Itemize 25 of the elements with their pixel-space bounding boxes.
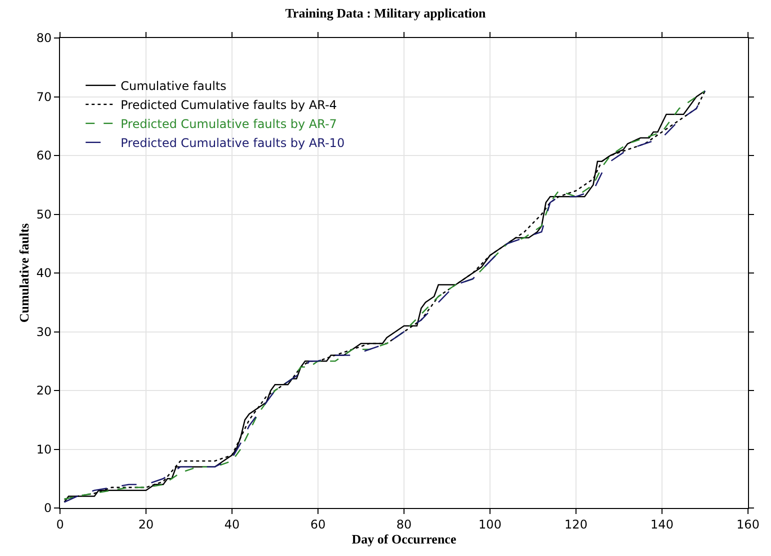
y-tick-label: 60 (36, 148, 52, 163)
y-axis-title: Cumulative faults (16, 223, 32, 323)
legend-label: Predicted Cumulative faults by AR-10 (120, 136, 345, 150)
y-tick-label: 20 (36, 384, 52, 398)
y-tick-label: 70 (36, 90, 52, 104)
x-tick-label: 60 (310, 517, 326, 532)
y-tick-label: 0 (44, 501, 52, 516)
x-tick-label: 0 (56, 517, 64, 532)
legend-label: Cumulative faults (120, 79, 226, 94)
legend-label: Predicted Cumulative faults by AR-4 (120, 98, 337, 112)
x-tick-label: 160 (736, 517, 760, 532)
x-tick-label: 40 (224, 517, 240, 532)
chart-title: Training Data : Military application (285, 5, 487, 20)
y-tick-label: 30 (36, 324, 52, 339)
x-tick-label: 140 (650, 517, 674, 532)
y-tick-label: 80 (36, 31, 52, 46)
x-tick-label: 120 (564, 517, 588, 532)
legend-label: Predicted Cumulative faults by AR-7 (120, 117, 337, 132)
y-tick-label: 50 (36, 207, 52, 222)
x-tick-label: 80 (396, 517, 412, 532)
x-axis-title: Day of Occurrence (352, 531, 456, 546)
x-tick-label: 100 (478, 517, 502, 532)
x-tick-label: 20 (138, 517, 154, 532)
y-tick-label: 40 (36, 266, 52, 280)
y-tick-label: 10 (36, 442, 52, 456)
